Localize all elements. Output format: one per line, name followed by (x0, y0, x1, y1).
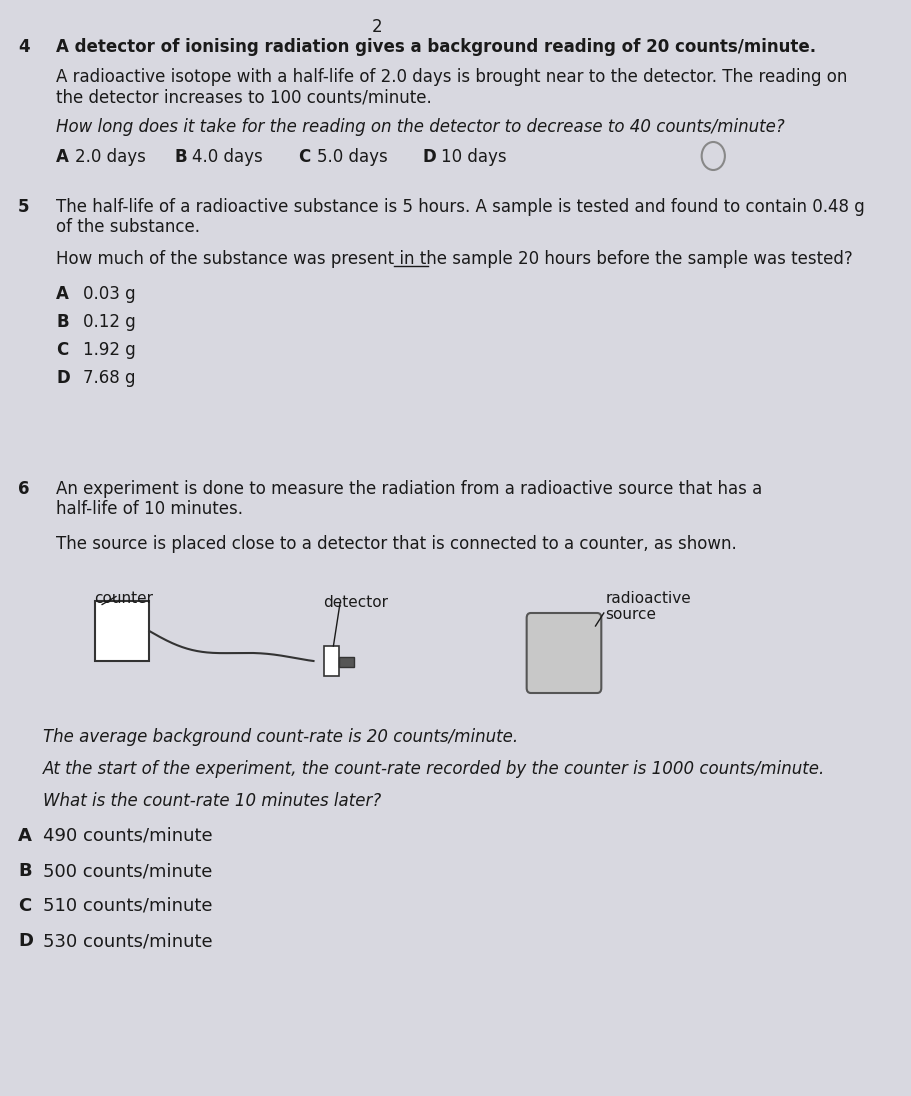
Text: counter: counter (94, 591, 153, 606)
Text: 0.12 g: 0.12 g (83, 313, 136, 331)
Text: D: D (18, 932, 33, 950)
Text: A: A (56, 148, 69, 165)
Text: B: B (174, 148, 187, 165)
Text: At the start of the experiment, the count-rate recorded by the counter is 1000 c: At the start of the experiment, the coun… (43, 760, 825, 778)
Text: A detector of ionising radiation gives a background reading of 20 counts/minute.: A detector of ionising radiation gives a… (56, 38, 816, 56)
Text: 500 counts/minute: 500 counts/minute (43, 861, 212, 880)
Text: 530 counts/minute: 530 counts/minute (43, 932, 213, 950)
Text: 4.0 days: 4.0 days (192, 148, 263, 165)
Text: 0.03 g: 0.03 g (83, 285, 136, 302)
FancyBboxPatch shape (324, 646, 339, 676)
Text: D: D (56, 369, 70, 387)
Text: B: B (18, 861, 32, 880)
Text: 510 counts/minute: 510 counts/minute (43, 897, 212, 915)
Text: 490 counts/minute: 490 counts/minute (43, 827, 213, 845)
Text: B: B (56, 313, 69, 331)
Text: of the substance.: of the substance. (56, 218, 200, 236)
Text: A: A (56, 285, 69, 302)
Text: A: A (18, 827, 32, 845)
Text: 1.92 g: 1.92 g (83, 341, 136, 359)
Text: The half-life of a radioactive substance is 5 hours. A sample is tested and foun: The half-life of a radioactive substance… (56, 198, 865, 216)
Text: 4: 4 (18, 38, 30, 56)
Text: D: D (423, 148, 436, 165)
Text: How long does it take for the reading on the detector to decrease to 40 counts/m: How long does it take for the reading on… (56, 118, 785, 136)
Text: How much of the substance was present in the sample 20 hours before the sample w: How much of the substance was present in… (56, 250, 853, 269)
Text: half-life of 10 minutes.: half-life of 10 minutes. (56, 500, 243, 518)
Text: 10 days: 10 days (441, 148, 507, 165)
Text: the detector increases to 100 counts/minute.: the detector increases to 100 counts/min… (56, 88, 432, 106)
Text: 7.68 g: 7.68 g (83, 369, 136, 387)
FancyBboxPatch shape (96, 601, 149, 661)
Text: 2: 2 (372, 18, 383, 36)
Text: radioactive: radioactive (606, 591, 691, 606)
Text: The source is placed close to a detector that is connected to a counter, as show: The source is placed close to a detector… (56, 535, 737, 553)
Text: 6: 6 (18, 480, 30, 498)
Text: A radioactive isotope with a half-life of 2.0 days is brought near to the detect: A radioactive isotope with a half-life o… (56, 68, 848, 85)
Text: The average background count-rate is 20 counts/minute.: The average background count-rate is 20 … (43, 728, 518, 746)
FancyBboxPatch shape (527, 613, 601, 693)
Text: 5: 5 (18, 198, 30, 216)
Text: 5.0 days: 5.0 days (317, 148, 387, 165)
Text: C: C (18, 897, 32, 915)
Text: detector: detector (323, 595, 388, 610)
Text: 2.0 days: 2.0 days (75, 148, 146, 165)
Text: What is the count-rate 10 minutes later?: What is the count-rate 10 minutes later? (43, 792, 382, 810)
Text: An experiment is done to measure the radiation from a radioactive source that ha: An experiment is done to measure the rad… (56, 480, 763, 498)
Text: C: C (56, 341, 68, 359)
FancyBboxPatch shape (339, 657, 354, 667)
Text: source: source (606, 607, 657, 623)
Text: C: C (299, 148, 311, 165)
